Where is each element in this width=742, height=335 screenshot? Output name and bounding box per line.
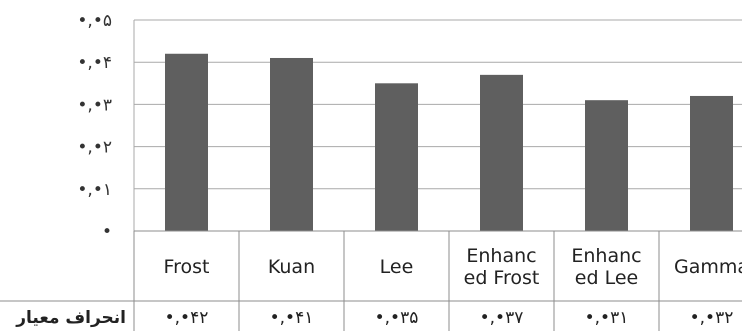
y-tick-label: •,•٢ bbox=[77, 138, 112, 158]
y-tick-label: • bbox=[102, 222, 112, 242]
data-value-label: •,•٣٢ bbox=[690, 308, 734, 328]
category-label: ed Lee bbox=[575, 267, 638, 289]
gridlines bbox=[133, 19, 742, 231]
data-value-label: •,•٣۵ bbox=[375, 308, 419, 328]
data-value-label: •,•٣١ bbox=[585, 308, 629, 328]
category-label: Frost bbox=[164, 256, 210, 278]
bar bbox=[270, 57, 313, 232]
category-label: ed Frost bbox=[464, 267, 540, 289]
category-label: Lee bbox=[380, 256, 414, 278]
data-value-label: •,•٣٧ bbox=[480, 308, 524, 328]
bars bbox=[165, 53, 733, 232]
bar bbox=[690, 95, 733, 232]
y-axis-tick-labels: • •,•١ •,•٢ •,•٣ •,•۴ •,•۵ bbox=[77, 11, 112, 242]
bar bbox=[375, 83, 418, 231]
category-label: Kuan bbox=[268, 256, 315, 278]
category-label: Gamma bbox=[674, 256, 742, 278]
category-label: Enhanc bbox=[466, 245, 536, 267]
bar bbox=[165, 53, 208, 232]
y-tick-label: •,•۴ bbox=[77, 53, 112, 73]
y-tick-label: •,•١ bbox=[77, 180, 112, 200]
y-tick-label: •,•٣ bbox=[77, 95, 112, 115]
category-label: Enhanc bbox=[571, 245, 641, 267]
series-name-label: انحراف معیار bbox=[15, 308, 126, 328]
bar bbox=[585, 100, 628, 232]
data-value-label: •,•۴١ bbox=[270, 308, 314, 328]
y-tick-label: •,•۵ bbox=[77, 11, 112, 31]
data-value-label: •,•۴٢ bbox=[165, 308, 209, 328]
bar bbox=[480, 74, 523, 231]
